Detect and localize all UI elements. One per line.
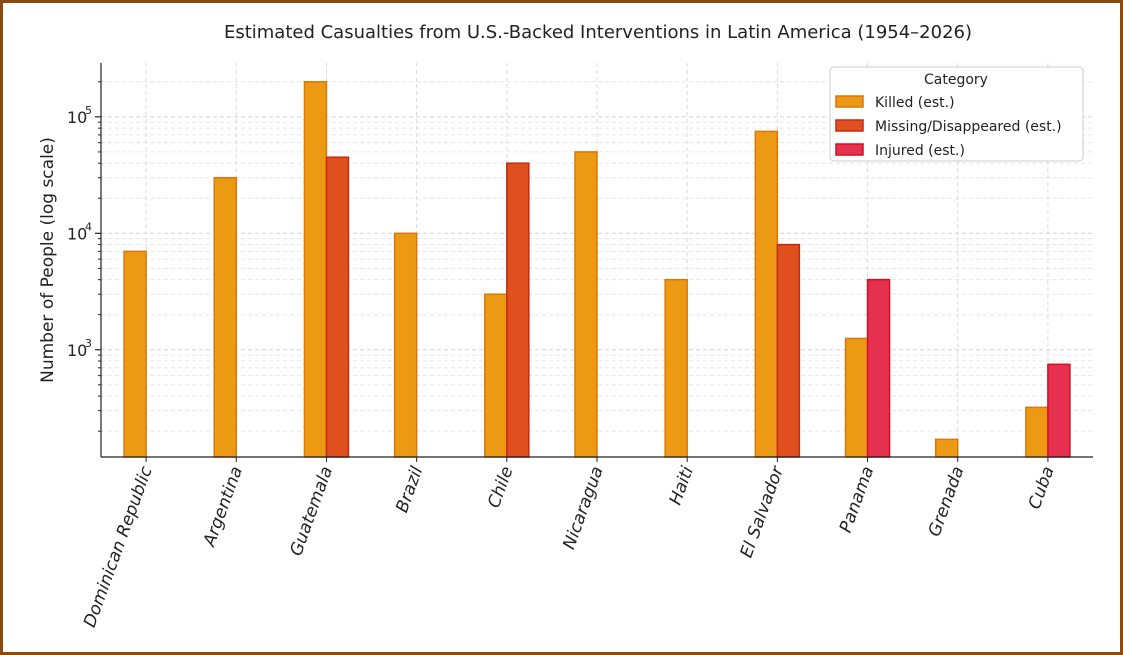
bar-missing-guatemala [325,156,350,458]
bar-killed-nicaragua [574,151,598,458]
bar-killed-haiti [664,278,688,458]
bar-killed-panama [844,337,869,458]
bar-killed-cuba [1025,406,1049,458]
legend-label-injured: Injured (est.) [875,143,965,159]
bars [123,81,1071,458]
x-ticks: Dominican Republic Argentina Guatemala Braz… [80,457,1059,630]
bar-killed-guatemala [303,81,328,458]
x-tick-label: Grenada [925,464,969,539]
legend: Category Killed (est.) Missing/Disappeared… [829,66,1084,162]
x-tick-label: Haiti [666,464,698,508]
bar-missing-chile [506,162,530,458]
chart-svg: Estimated Casualties from U.S.-Backed In… [38,22,1093,630]
bar-killed-grenada [934,438,959,458]
y-tick-label-base: 10 [67,224,87,243]
x-tick-label: Dominican Republic [80,463,157,630]
legend-swatch-injured [835,143,864,156]
bar-killed-el-salvador [754,130,779,458]
x-tick-label: Argentina [199,464,247,550]
x-tick-label: El Salvador [737,463,789,560]
legend-box [829,66,1084,162]
x-tick-label: Panama [836,464,878,536]
x-tick-label: Guatemala [286,464,337,559]
y-tick-label-exp: 4 [85,220,92,233]
bar-missing-el-salvador [776,243,801,458]
x-tick-label: Chile [484,464,517,511]
y-tick-label-base: 10 [67,341,87,360]
x-tick-label: Brazil [392,464,427,516]
bar-killed-dominican-republic [123,250,147,458]
y-tick-label-exp: 5 [85,104,92,117]
x-tick-label: Cuba [1025,464,1059,512]
chart-title: Estimated Casualties from U.S.-Backed In… [224,22,972,43]
bar-injured-cuba [1047,363,1071,458]
legend-swatch-missing [835,119,864,132]
y-axis-label: Number of People (log scale) [38,137,58,383]
bar-killed-argentina [213,176,238,458]
x-tick-label: Nicaragua [559,464,607,552]
bar-injured-panama [866,278,891,458]
bar-killed-chile [484,293,508,458]
legend-label-missing: Missing/Disappeared (est.) [875,119,1062,135]
y-tick-label-exp: 3 [85,337,92,350]
y-tick-label-base: 10 [67,108,87,127]
bar-killed-brazil [393,232,418,458]
legend-title: Category [924,72,988,88]
legend-swatch-killed [835,95,864,108]
legend-label-killed: Killed (est.) [875,95,955,111]
